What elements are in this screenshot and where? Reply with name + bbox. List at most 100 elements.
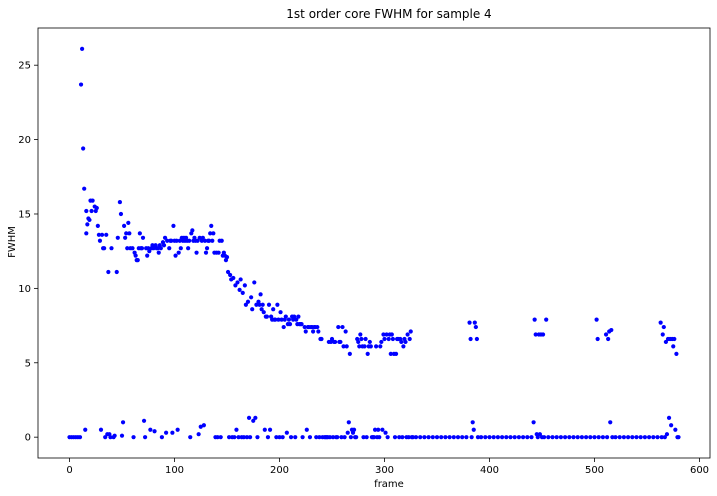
data-point [251, 418, 256, 423]
data-point [495, 435, 500, 440]
data-point [250, 307, 255, 312]
data-point [382, 336, 387, 342]
data-point [434, 435, 440, 440]
data-point [479, 435, 484, 440]
data-point [271, 307, 276, 312]
data-point [535, 435, 540, 440]
data-point [537, 432, 543, 437]
x-tick-label: 400 [480, 465, 499, 476]
chart-title: 1st order core FWHM for sample 4 [286, 7, 491, 21]
data-point [252, 280, 257, 285]
data-point [284, 430, 289, 435]
data-point [273, 317, 278, 322]
data-point [117, 199, 122, 205]
data-point [161, 243, 167, 248]
data-point [385, 435, 390, 440]
data-point [474, 336, 479, 342]
data-point [103, 435, 108, 440]
data-point [655, 435, 660, 440]
data-point [232, 435, 237, 440]
data-point [231, 275, 236, 281]
data-point [422, 435, 427, 440]
data-point [255, 435, 260, 440]
data-point [83, 427, 88, 432]
data-point [460, 435, 465, 440]
data-point [143, 435, 148, 440]
data-point [368, 344, 373, 349]
data-point [469, 435, 474, 440]
data-point [660, 332, 665, 337]
x-tick-label: 200 [270, 465, 289, 476]
data-point [470, 420, 475, 425]
data-point [253, 415, 258, 420]
data-point [261, 310, 266, 315]
data-point [209, 223, 214, 228]
data-point [279, 317, 284, 322]
data-point [647, 435, 652, 440]
data-point [216, 250, 221, 255]
data-point [500, 435, 505, 440]
data-point [516, 435, 522, 440]
data-point [674, 351, 679, 356]
data-point [178, 246, 183, 251]
data-point [475, 435, 481, 440]
data-point [439, 435, 444, 440]
data-point [377, 435, 382, 440]
data-point [95, 223, 100, 228]
data-point [343, 329, 348, 334]
data-point [112, 433, 117, 438]
data-point [418, 435, 423, 440]
data-point [338, 339, 343, 345]
data-point [617, 435, 622, 440]
data-point [102, 246, 107, 251]
data-point [330, 435, 336, 440]
y-tick-label: 0 [25, 433, 31, 444]
data-point [147, 249, 152, 254]
data-point [642, 435, 648, 440]
data-point [241, 435, 246, 440]
data-point [139, 246, 145, 251]
data-point [218, 435, 223, 440]
data-point [203, 250, 209, 255]
data-point [376, 427, 381, 432]
data-point [661, 324, 666, 330]
data-point [227, 435, 232, 440]
data-point [85, 222, 90, 227]
data-point [148, 427, 153, 432]
data-point [662, 435, 667, 440]
data-point [393, 351, 399, 356]
data-point [140, 235, 146, 240]
y-tick-label: 20 [18, 135, 31, 146]
data-point [399, 339, 404, 345]
data-point [276, 317, 281, 322]
data-point [329, 336, 335, 342]
data-point [197, 235, 202, 240]
data-point [126, 220, 131, 226]
data-point [473, 324, 478, 330]
data-point [386, 336, 391, 342]
data-point [367, 339, 372, 345]
data-point [187, 238, 192, 243]
data-point [362, 344, 367, 349]
plot-frame [37, 27, 711, 459]
data-point [162, 235, 168, 240]
data-point [302, 324, 307, 330]
data-point [540, 332, 546, 337]
data-point [158, 246, 163, 251]
data-point [204, 246, 210, 251]
data-point [316, 329, 321, 334]
data-point [346, 420, 351, 425]
data-point [658, 320, 663, 325]
data-point [584, 435, 589, 440]
data-point [104, 232, 109, 237]
data-point [342, 435, 347, 440]
data-point [300, 435, 305, 440]
data-point [81, 146, 86, 151]
data-point [281, 324, 286, 330]
data-point [170, 430, 175, 435]
data-point [512, 435, 517, 440]
data-point [278, 310, 283, 315]
data-point [361, 435, 366, 440]
data-point [156, 250, 161, 255]
